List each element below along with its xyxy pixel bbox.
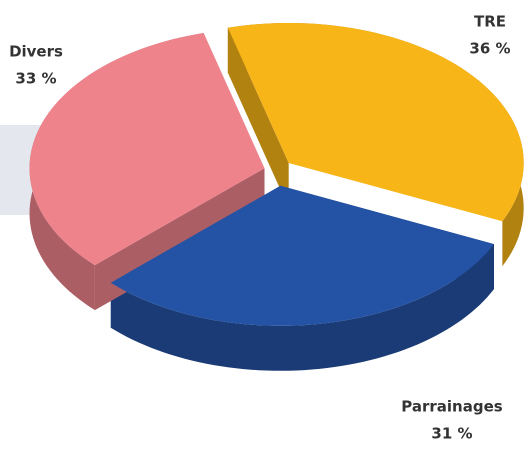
slice-cut	[227, 27, 289, 208]
slice-side	[110, 244, 495, 371]
category-label: Divers	[9, 43, 63, 61]
value-label: 36 %	[469, 40, 510, 58]
category-label: TRE	[474, 13, 506, 31]
slice	[110, 185, 495, 326]
slice	[29, 33, 265, 266]
value-label: 33 %	[15, 70, 56, 88]
value-label: 31 %	[431, 425, 472, 443]
category-label: Parrainages	[401, 398, 502, 416]
slice	[227, 22, 524, 222]
